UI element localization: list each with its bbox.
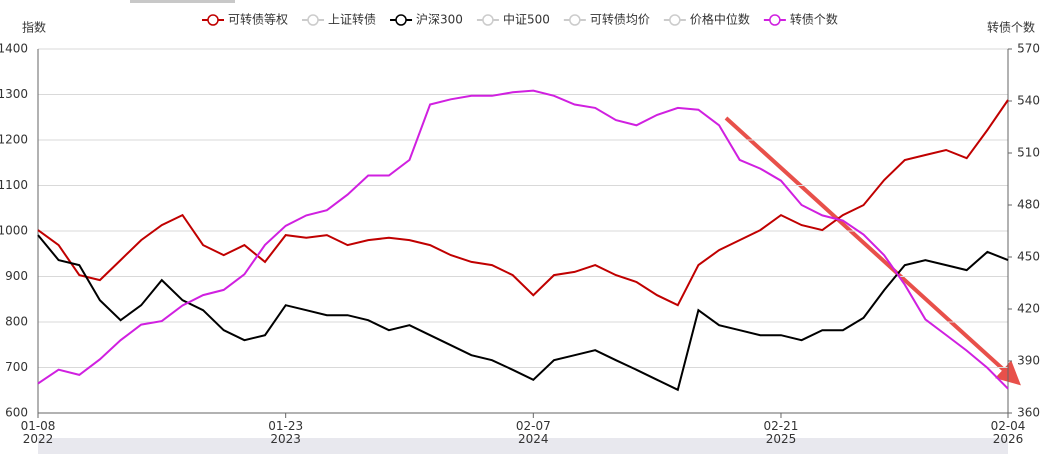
y2-tick-label: 480 xyxy=(1017,198,1040,212)
zoom-slider[interactable] xyxy=(38,438,1008,454)
annotation-arrow xyxy=(724,116,1021,386)
y-tick-label: 800 xyxy=(5,315,28,329)
y-tick-label: 1400 xyxy=(0,42,28,56)
legend-item[interactable]: 可转债均价 xyxy=(563,12,650,27)
legend-label: 价格中位数 xyxy=(690,12,750,27)
y-tick-label: 700 xyxy=(5,360,28,374)
top-scroll xyxy=(130,0,235,3)
x-tick-label: 01-23 2023 xyxy=(268,419,303,446)
series-line xyxy=(37,89,1009,390)
y2-axis-label: 转债个数 xyxy=(987,20,1035,35)
legend-item[interactable]: 沪深300 xyxy=(390,13,463,27)
y2-tick-label: 420 xyxy=(1017,302,1040,316)
y-tick-label: 1200 xyxy=(0,133,28,147)
y-tick-label: 600 xyxy=(5,406,28,420)
x-tick-label: 02-21 2025 xyxy=(764,419,799,446)
legend-label: 可转债等权 xyxy=(228,12,288,27)
y2-tick-label: 390 xyxy=(1017,354,1040,368)
series-line xyxy=(37,234,1009,392)
x-tick-label: 02-07 2024 xyxy=(516,419,551,446)
legend-marker xyxy=(669,14,681,26)
legend-item[interactable]: 可转债等权 xyxy=(202,12,288,27)
y-tick-label: 900 xyxy=(5,269,28,283)
legend-label: 可转债均价 xyxy=(590,12,650,27)
y2-tick-label: 540 xyxy=(1017,94,1040,108)
legend-item[interactable]: 转债个数 xyxy=(763,12,838,27)
legend-label: 沪深300 xyxy=(416,13,463,27)
x-tick-label: 02-04 2026 xyxy=(991,419,1026,446)
legend-item[interactable]: 中证500 xyxy=(476,12,550,27)
legend-label: 上证转债 xyxy=(328,12,376,27)
legend-marker xyxy=(482,14,494,26)
legend-item[interactable]: 上证转债 xyxy=(302,12,376,27)
legend-marker xyxy=(307,14,319,26)
series-line xyxy=(37,99,1009,307)
y2-tick-label: 360 xyxy=(1017,406,1040,420)
x-tick-label: 01-08 2022 xyxy=(21,419,56,446)
legend-label: 转债个数 xyxy=(790,12,838,27)
legend-label: 中证500 xyxy=(503,12,550,27)
y2-tick-label: 510 xyxy=(1017,146,1040,160)
y-axis-label: 指数 xyxy=(22,20,46,35)
y-tick-label: 1300 xyxy=(0,87,28,101)
y-tick-label: 1000 xyxy=(0,224,28,238)
y2-tick-label: 570 xyxy=(1017,42,1040,56)
legend-marker xyxy=(769,14,781,26)
y2-tick-label: 450 xyxy=(1017,250,1040,264)
legend-marker xyxy=(569,14,581,26)
y-tick-label: 1100 xyxy=(0,178,28,192)
legend-marker xyxy=(207,14,219,26)
legend-item[interactable]: 价格中位数 xyxy=(663,12,750,27)
legend-marker xyxy=(395,14,407,26)
